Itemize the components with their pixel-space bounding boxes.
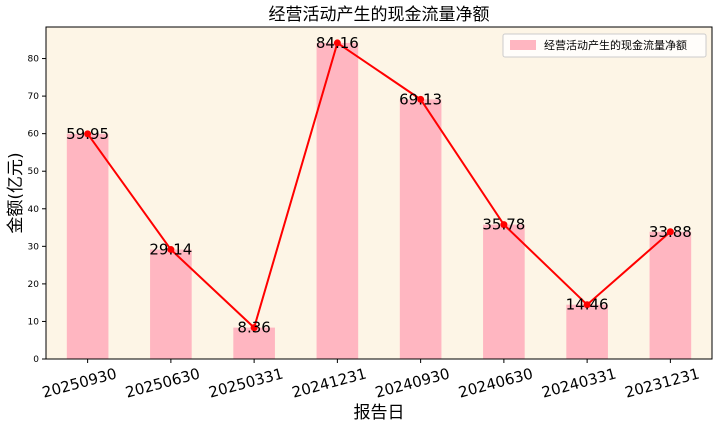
series-line [86,41,672,330]
data-label-20250331: 8.36 [237,319,270,337]
x-tick-label-20250630: 20250630 [123,364,201,401]
data-label-20231231: 33.88 [649,223,692,241]
data-label-20250930: 59.95 [66,125,109,143]
bar-20240630 [483,224,525,359]
plot-frame [45,26,713,360]
x-tick-label-20231231: 20231231 [623,364,701,401]
data-label-20241231: 84.16 [316,34,359,52]
bar-20250331 [233,327,275,359]
x-tick-label-20241231: 20241231 [290,364,368,401]
y-tick-label-50: 50 [28,167,40,177]
bar-20250930 [66,133,109,359]
legend-box [502,33,707,58]
x-tick-label-20250331: 20250331 [207,364,285,401]
line-point-20250930 [84,130,92,138]
x-tick-label-20250930: 20250930 [40,364,118,401]
y-tick-label-60: 60 [28,130,40,140]
x-tick-label-20240930: 20240930 [373,364,451,401]
line-point-20250331 [250,324,258,332]
y-tick-label-70: 70 [28,92,40,102]
data-label-20240630: 35.78 [482,216,525,234]
bar-20250630 [150,249,192,359]
line-point-20231231 [666,228,674,236]
x-tick-label-20240331: 20240331 [540,364,618,401]
y-axis-label: 金额(亿元) [6,152,26,233]
chart-title: 经营活动产生的现金流量净额 [269,5,490,25]
data-label-20250630: 29.14 [149,241,192,259]
bar-20241231 [316,42,359,359]
legend: 经营活动产生的现金流量净额 [502,33,707,58]
line-point-20240331 [583,301,591,309]
plot-area [46,27,712,359]
line-point-20250630 [167,246,175,254]
line-point-20240630 [500,221,508,229]
x-axis-label: 报告日 [354,403,405,423]
x-tick-label-20240630: 20240630 [456,364,534,401]
line-point-20241231 [333,39,341,47]
bar-20240331 [566,304,608,359]
data-label-20240331: 14.46 [566,296,609,314]
y-tick-label-80: 80 [28,55,40,65]
bar-20231231 [649,231,692,359]
legend-swatch [510,40,536,50]
y-tick-label-0: 0 [33,355,39,365]
y-tick-label-10: 10 [28,317,40,327]
y-tick-label-30: 30 [28,242,40,252]
line-point-20240930 [417,95,425,103]
bar-20240930 [399,99,442,359]
legend-label: 经营活动产生的现金流量净额 [544,38,687,52]
data-label-20240930: 69.13 [399,90,442,108]
y-tick-label-40: 40 [28,205,40,215]
y-tick-label-20: 20 [28,280,40,290]
